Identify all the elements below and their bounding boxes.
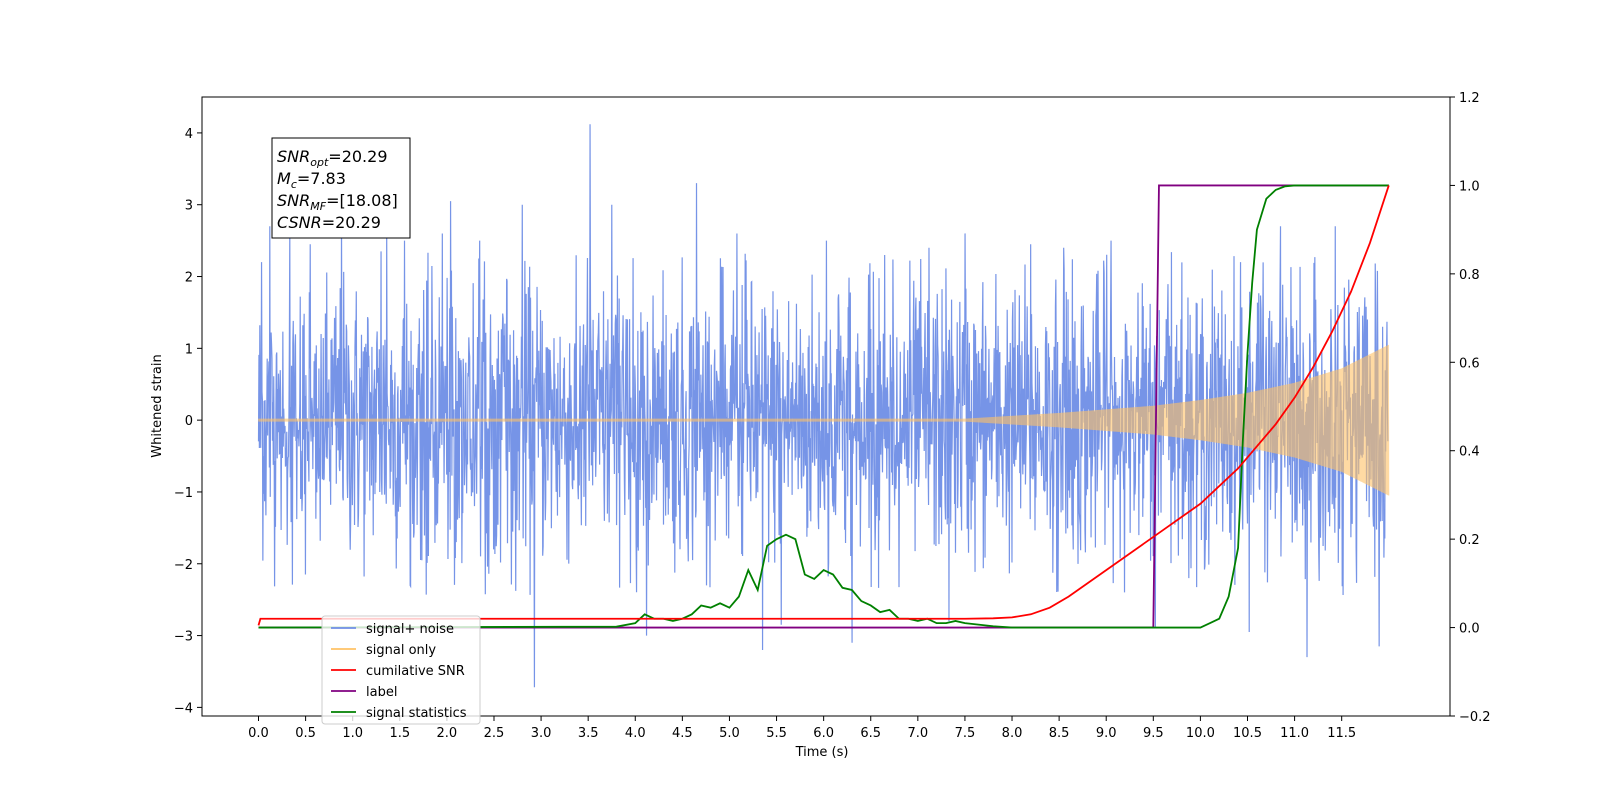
x-tick-label: 9.5 [1143,726,1164,741]
x-tick-label: 7.0 [907,726,928,741]
x-tick-label: 1.5 [389,726,410,741]
x-tick-label: 9.0 [1096,726,1117,741]
x-tick-label: 5.0 [719,726,740,741]
x-tick-label: 4.0 [625,726,646,741]
axes-frame [201,96,1451,717]
y-axis-right: 1.2 1.0 0.8 0.6 0.4 0.2 0.0 −0.2 [1450,91,1491,725]
x-tick-label: 10.0 [1186,726,1215,741]
x-tick-label: 6.0 [813,726,834,741]
metrics-annotation-box: SNRopt=20.29Mc=7.83SNRMF=[18.08]CSNR=20.… [271,137,411,239]
x-tick-label: 8.0 [1002,726,1023,741]
x-tick-label: 11.0 [1280,726,1309,741]
x-axis-label: Time (s) [795,745,849,760]
y-axis-label: Whitened strain [150,354,165,457]
y-tick-label: −2 [174,558,193,573]
legend: signal+ noise signal only cumilative SNR la… [321,615,481,725]
cumilative-snr-line [257,185,1390,626]
y-axis-left: 4 3 2 1 0 −1 −2 −3 −4 [174,127,202,716]
legend-label: signal only [366,643,436,658]
annotation-line: SNRMF=[18.08] [277,191,398,213]
y2-tick-label: 0.0 [1459,622,1480,637]
right-axis-series [257,184,1390,629]
y2-tick-label: 0.8 [1459,268,1480,283]
annotation-line: SNRopt=20.29 [277,147,388,169]
y-tick-label: −1 [174,486,193,501]
label-line [258,184,1389,629]
x-tick-label: 3.0 [531,726,552,741]
x-tick-label: 1.0 [342,726,363,741]
y2-tick-label: −0.2 [1459,710,1491,725]
plot-area [257,124,1390,688]
y-tick-label: 4 [185,127,193,142]
x-tick-label: 11.5 [1327,726,1356,741]
legend-label: signal statistics [366,706,467,721]
signal-statistics-line [258,184,1389,629]
y-tick-label: 1 [185,342,193,357]
y2-tick-label: 0.2 [1459,533,1480,548]
signal-only-series [258,344,1390,496]
annotation-frame [271,137,411,239]
signal-only-line [258,344,1390,496]
legend-label: label [366,685,397,700]
legend-label: signal+ noise [366,622,454,637]
x-tick-label: 0.5 [295,726,316,741]
y2-tick-label: 0.6 [1459,356,1480,371]
y-tick-label: 2 [185,271,193,286]
x-tick-label: 2.0 [437,726,458,741]
y2-tick-label: 1.0 [1459,179,1480,194]
x-tick-label: 3.5 [578,726,599,741]
x-tick-label: 6.5 [860,726,881,741]
x-axis: 0.0 0.5 1.0 1.5 2.0 2.5 3.0 3.5 4.0 4.5 5.0 5.5 6.0 6… [248,716,1356,741]
legend-frame [321,615,481,725]
y-tick-label: −3 [174,630,193,645]
y2-tick-label: 1.2 [1459,91,1480,106]
x-tick-label: 4.5 [672,726,693,741]
annotation-line: Mc=7.83 [277,169,346,191]
y2-tick-label: 0.4 [1459,445,1480,460]
legend-label: cumilative SNR [366,664,465,679]
x-tick-label: 5.5 [766,726,787,741]
x-tick-label: 7.5 [955,726,976,741]
x-tick-label: 2.5 [484,726,505,741]
x-tick-label: 8.5 [1049,726,1070,741]
y-tick-label: 0 [185,414,193,429]
x-tick-label: 0.0 [248,726,269,741]
y-tick-label: −4 [174,701,193,716]
annotation-line: CSNR=20.29 [277,213,381,232]
y-tick-label: 3 [185,199,193,214]
x-tick-label: 10.5 [1233,726,1262,741]
